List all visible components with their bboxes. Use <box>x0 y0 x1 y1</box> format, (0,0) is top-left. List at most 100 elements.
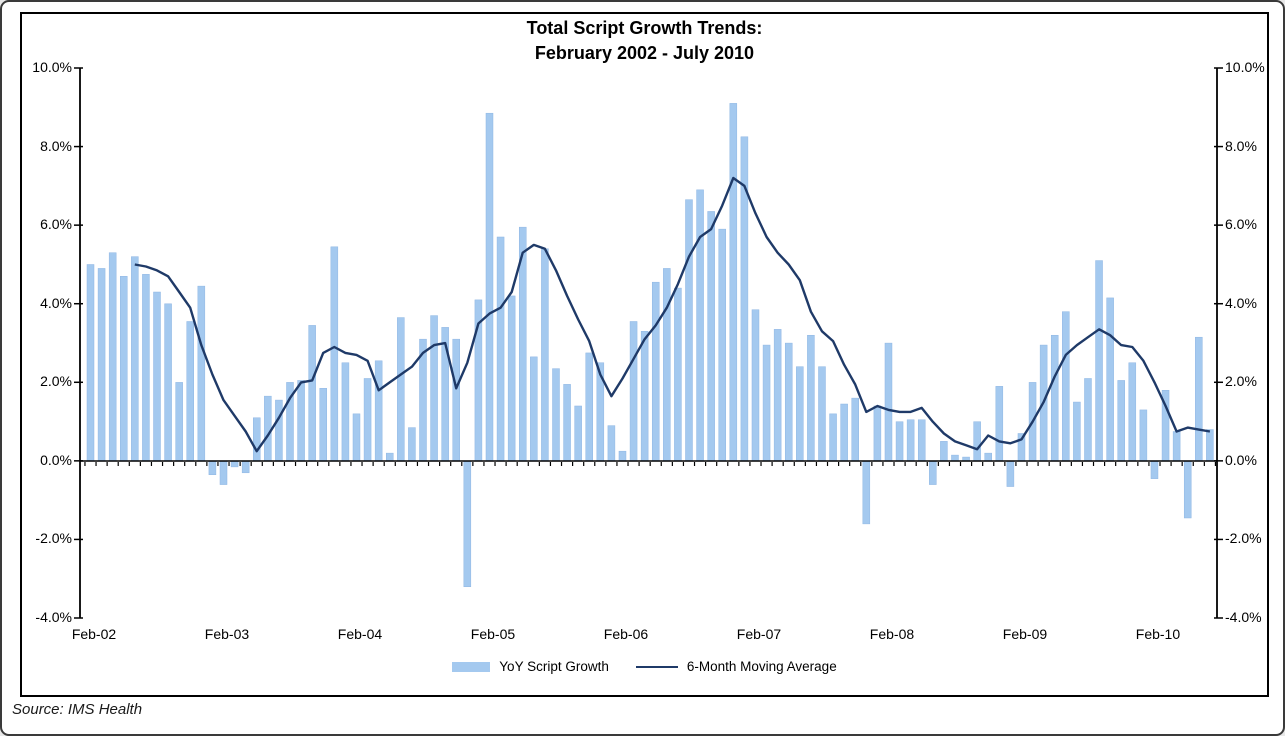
bar-yoy-growth <box>374 360 383 462</box>
bar-yoy-growth <box>829 413 837 462</box>
bar-yoy-growth <box>1183 460 1192 519</box>
bar-yoy-growth <box>1095 260 1103 462</box>
bar-yoy-growth <box>120 276 128 462</box>
x-axis-tick-label: Feb-03 <box>204 626 250 642</box>
y-axis-tick-label-right: 0.0% <box>1225 451 1257 468</box>
chart-title-line1: Total Script Growth Trends: <box>526 18 763 38</box>
bar-yoy-growth <box>352 413 361 462</box>
y-axis-tick-label-right: 4.0% <box>1225 294 1257 311</box>
bar-yoy-growth <box>895 421 904 462</box>
bar-yoy-growth <box>574 405 582 462</box>
bar-yoy-growth <box>607 425 616 462</box>
bar-yoy-growth <box>1128 362 1137 462</box>
bar-yoy-growth <box>275 399 283 462</box>
bar-yoy-growth <box>164 303 172 462</box>
bar-yoy-growth <box>1172 431 1181 462</box>
x-axis-tick-label: Feb-07 <box>736 626 782 642</box>
y-axis-tick-label-left: -2.0% <box>35 530 72 547</box>
bar-yoy-growth <box>408 427 416 462</box>
bar-yoy-growth <box>851 397 859 462</box>
chart-legend: YoY Script Growth 6-Month Moving Average <box>20 659 1269 674</box>
x-axis-tick-label: Feb-08 <box>869 626 915 642</box>
bar-yoy-growth <box>773 329 782 462</box>
bar-yoy-growth <box>452 338 460 462</box>
x-axis-tick-label: Feb-10 <box>1135 626 1181 642</box>
bar-yoy-growth <box>131 256 139 462</box>
bar-yoy-growth <box>208 460 217 475</box>
y-axis-tick-label-left: -4.0% <box>35 609 72 625</box>
bar-yoy-growth <box>796 366 804 462</box>
x-axis-tick-label: Feb-02 <box>71 626 117 642</box>
bar-yoy-growth <box>873 405 882 462</box>
bar-yoy-growth <box>640 331 649 462</box>
bar-yoy-growth <box>663 268 671 462</box>
y-axis-tick-label-right: 6.0% <box>1225 216 1257 233</box>
line-6month-moving-average <box>134 176 1211 453</box>
bar-yoy-growth <box>308 325 316 462</box>
bar-yoy-growth <box>385 452 394 462</box>
y-axis-tick-label-left: 0.0% <box>40 451 72 468</box>
bar-yoy-growth <box>995 386 1004 462</box>
y-axis-tick-label-left: 8.0% <box>40 137 72 154</box>
bar-yoy-growth <box>153 291 161 462</box>
y-axis-tick-label-left: 2.0% <box>40 373 72 390</box>
bar-yoy-growth <box>485 112 494 462</box>
bar-yoy-growth <box>951 454 959 462</box>
bar-yoy-growth <box>197 285 206 462</box>
bar-yoy-growth <box>751 309 760 462</box>
legend-line-label: 6-Month Moving Average <box>686 659 837 674</box>
bar-yoy-growth <box>1050 334 1059 462</box>
bar-yoy-growth <box>929 460 937 485</box>
bar-yoy-growth <box>674 287 682 462</box>
bar-yoy-growth <box>707 211 715 462</box>
bar-yoy-growth <box>175 382 183 462</box>
source-caption: Source: IMS Health <box>12 701 143 718</box>
legend-bar-swatch-icon <box>452 661 491 672</box>
bar-yoy-growth <box>507 295 516 462</box>
bar-yoy-growth <box>840 403 848 462</box>
bar-yoy-growth <box>1084 378 1092 462</box>
y-axis-tick-label-right: -2.0% <box>1225 530 1262 547</box>
bar-yoy-growth <box>363 378 372 462</box>
bar-yoy-growth <box>984 452 992 462</box>
bar-yoy-growth <box>718 228 726 462</box>
chart-title: Total Script Growth Trends: February 200… <box>20 16 1269 66</box>
y-axis-tick-label-left: 4.0% <box>40 294 72 311</box>
bar-yoy-growth <box>108 252 117 462</box>
bar-yoy-growth <box>86 264 95 462</box>
bar-yoy-growth <box>97 268 106 462</box>
bar-yoy-growth <box>397 317 405 462</box>
bar-yoy-growth <box>1106 297 1114 462</box>
legend-line-swatch-icon <box>635 665 678 668</box>
y-axis-tick-label-right: -4.0% <box>1225 609 1262 625</box>
bar-yoy-growth <box>1206 429 1214 462</box>
bar-yoy-growth <box>762 344 771 462</box>
bar-yoy-growth <box>685 199 693 462</box>
legend-bar-label: YoY Script Growth <box>499 659 609 674</box>
bar-yoy-growth <box>917 419 926 462</box>
bar-yoy-growth <box>319 388 327 462</box>
y-axis-tick-label-left: 6.0% <box>40 216 72 233</box>
bar-yoy-growth <box>1006 460 1015 487</box>
y-axis-tick-label-right: 10.0% <box>1225 59 1265 75</box>
bar-yoy-growth <box>1117 380 1125 462</box>
bar-yoy-growth <box>729 103 738 462</box>
bar-yoy-growth <box>651 281 660 462</box>
bar-yoy-growth <box>463 460 472 588</box>
bar-yoy-growth <box>541 248 549 462</box>
bar-yoy-growth <box>219 460 228 485</box>
bar-yoy-growth <box>884 342 893 462</box>
bar-yoy-growth <box>696 189 704 462</box>
bar-yoy-growth <box>142 274 150 462</box>
bar-yoy-growth <box>906 419 915 462</box>
bar-yoy-growth <box>818 366 826 462</box>
bar-yoy-growth <box>241 460 250 474</box>
bar-yoy-growth <box>563 384 571 462</box>
bar-yoy-growth <box>230 460 239 468</box>
bar-yoy-growth <box>784 342 793 462</box>
bar-yoy-growth <box>973 421 981 462</box>
bar-yoy-growth <box>1073 401 1081 462</box>
x-axis-tick-label: Feb-04 <box>337 626 383 642</box>
